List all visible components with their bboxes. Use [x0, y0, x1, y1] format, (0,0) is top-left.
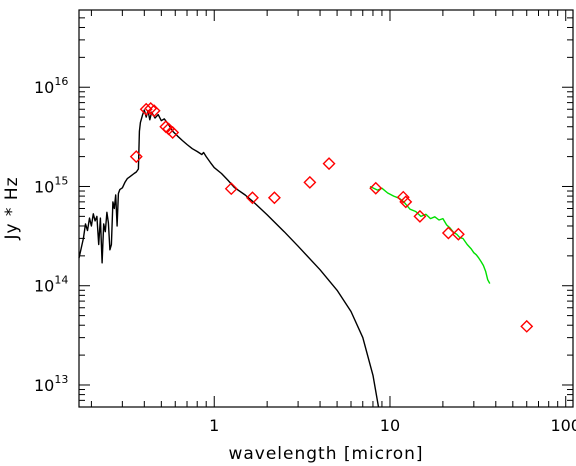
- y-tick-label: 1016: [34, 75, 68, 97]
- photometry-point: [147, 104, 161, 118]
- photometry-point: [267, 191, 281, 205]
- photometry-point: [451, 227, 465, 241]
- photometry-point: [520, 319, 534, 333]
- series-layer: [78, 102, 534, 408]
- photometry-point: [322, 157, 336, 171]
- photometry-point: [224, 182, 238, 196]
- photometry-point: [129, 150, 143, 164]
- x-axis-label: wavelength [micron]: [228, 444, 423, 464]
- x-tick-label: 10: [380, 416, 400, 435]
- photometry-point: [399, 195, 413, 209]
- photometry-point: [396, 190, 410, 204]
- photometry-point: [369, 181, 383, 195]
- x-tick-label: 1: [209, 416, 219, 435]
- y-axis-label: Jy * Hz: [2, 176, 22, 240]
- plot-frame: [78, 9, 574, 408]
- photometry-point: [303, 175, 317, 189]
- photometry-point: [441, 226, 455, 240]
- ticks-layer: 1 10 100 1013 1014 1015 1016: [34, 9, 576, 435]
- y-tick-label: 1015: [34, 174, 68, 196]
- photometry-point: [245, 191, 259, 205]
- photometry-point: [413, 209, 427, 223]
- y-tick-label: 1013: [34, 373, 68, 395]
- y-tick-label: 1014: [34, 274, 68, 296]
- photometry-point: [166, 125, 180, 139]
- photometry-point: [139, 102, 153, 116]
- series-line-1: [369, 185, 491, 284]
- photometry-point: [144, 102, 158, 116]
- series-line-0: [78, 109, 380, 408]
- x-tick-label: 100: [550, 416, 576, 435]
